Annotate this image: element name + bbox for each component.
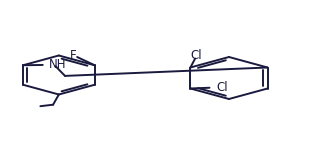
Text: F: F [70, 49, 77, 62]
Text: Cl: Cl [190, 49, 202, 62]
Text: Cl: Cl [217, 81, 228, 94]
Text: NH: NH [48, 58, 66, 71]
